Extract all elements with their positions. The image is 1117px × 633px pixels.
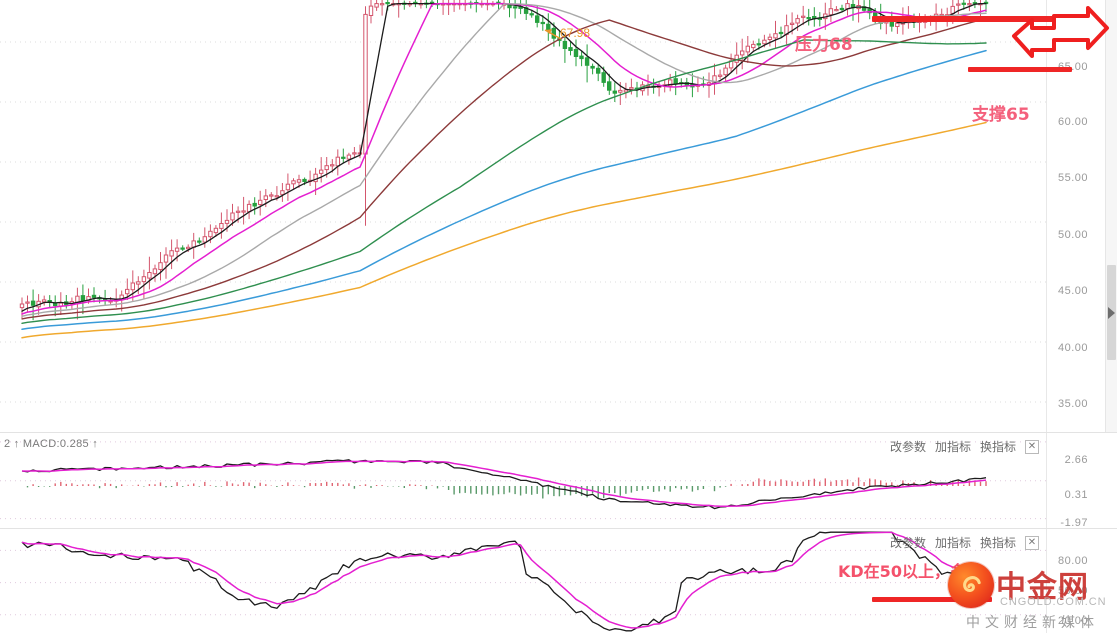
kdj-ytick-0: 80.00 [1057, 555, 1088, 567]
kdj-add-indicator-button[interactable]: 加指标 [934, 536, 971, 550]
kd-level-line [872, 597, 992, 602]
price-ytick-5: 40.00 [1057, 342, 1088, 354]
macd-chart-svg [0, 441, 1046, 520]
macd-toolbar: 改参数 加指标 换指标 ✕ [890, 438, 1039, 455]
support-annotation: 支撑65 [972, 105, 1030, 125]
macd-ytick-0: 2.66 [1064, 454, 1088, 466]
macd-change-params-button[interactable]: 改参数 [889, 440, 926, 454]
price-y-axis: 65.00 60.00 55.00 50.00 45.00 40.00 35.0… [1046, 0, 1091, 432]
kdj-y-axis: 80.00 50.00 20.00 [1046, 529, 1091, 633]
macd-panel: 2 ↑ MACD:0.285 ↑ 改参数 加指标 换指标 ✕ 2.66 0.31… [0, 432, 1117, 529]
macd-add-indicator-button[interactable]: 加指标 [934, 440, 971, 454]
price-ytick-3: 50.00 [1057, 229, 1088, 241]
macd-close-icon[interactable]: ✕ [1025, 439, 1039, 454]
resistance-line-65 [968, 67, 1072, 72]
macd-y-axis: 2.66 0.31 -1.97 [1046, 433, 1091, 529]
price-ytick-6: 35.00 [1057, 398, 1088, 410]
macd-legend: 2 ↑ MACD:0.285 ↑ [4, 438, 98, 450]
peak-pointer-icon [544, 29, 562, 40]
kdj-ytick-1: 50.00 [1057, 585, 1088, 597]
scrollbar-grip-icon[interactable] [1108, 307, 1115, 319]
peak-price-label: 67.98 [560, 26, 591, 40]
kdj-ytick-2: 20.00 [1057, 615, 1088, 627]
kdj-panel: 改参数 加指标 换指标 ✕ 80.00 50.00 20.00 [0, 528, 1117, 633]
kdj-switch-indicator-button[interactable]: 换指标 [979, 536, 1016, 550]
vertical-scrollbar[interactable] [1105, 0, 1117, 432]
kdj-toolbar: 改参数 加指标 换指标 ✕ [890, 534, 1039, 551]
price-ytick-2: 55.00 [1057, 172, 1088, 184]
macd-ytick-1: 0.31 [1064, 489, 1088, 501]
breakout-arrow-icon [1012, 6, 1109, 58]
kd-note-annotation: KD在50以上，多方 [838, 562, 982, 581]
price-chart-svg [0, 0, 1046, 403]
kdj-plot-area[interactable] [0, 529, 1046, 633]
macd-ytick-2: -1.97 [1060, 517, 1088, 529]
macd-legend-text: 2 ↑ MACD:0.285 ↑ [4, 438, 99, 450]
price-ytick-1: 60.00 [1057, 116, 1088, 128]
kdj-change-params-button[interactable]: 改参数 [889, 536, 926, 550]
kdj-close-icon[interactable]: ✕ [1025, 535, 1039, 550]
price-plot-area[interactable] [0, 0, 1046, 432]
resistance-line-top [872, 16, 1080, 22]
macd-plot-area[interactable] [0, 433, 1046, 528]
resistance-annotation: 压力68 [795, 35, 853, 55]
kdj-chart-svg [0, 531, 1046, 632]
price-chart-panel: 65.00 60.00 55.00 50.00 45.00 40.00 35.0… [0, 0, 1117, 432]
price-ytick-4: 45.00 [1057, 285, 1088, 297]
macd-switch-indicator-button[interactable]: 换指标 [979, 440, 1016, 454]
